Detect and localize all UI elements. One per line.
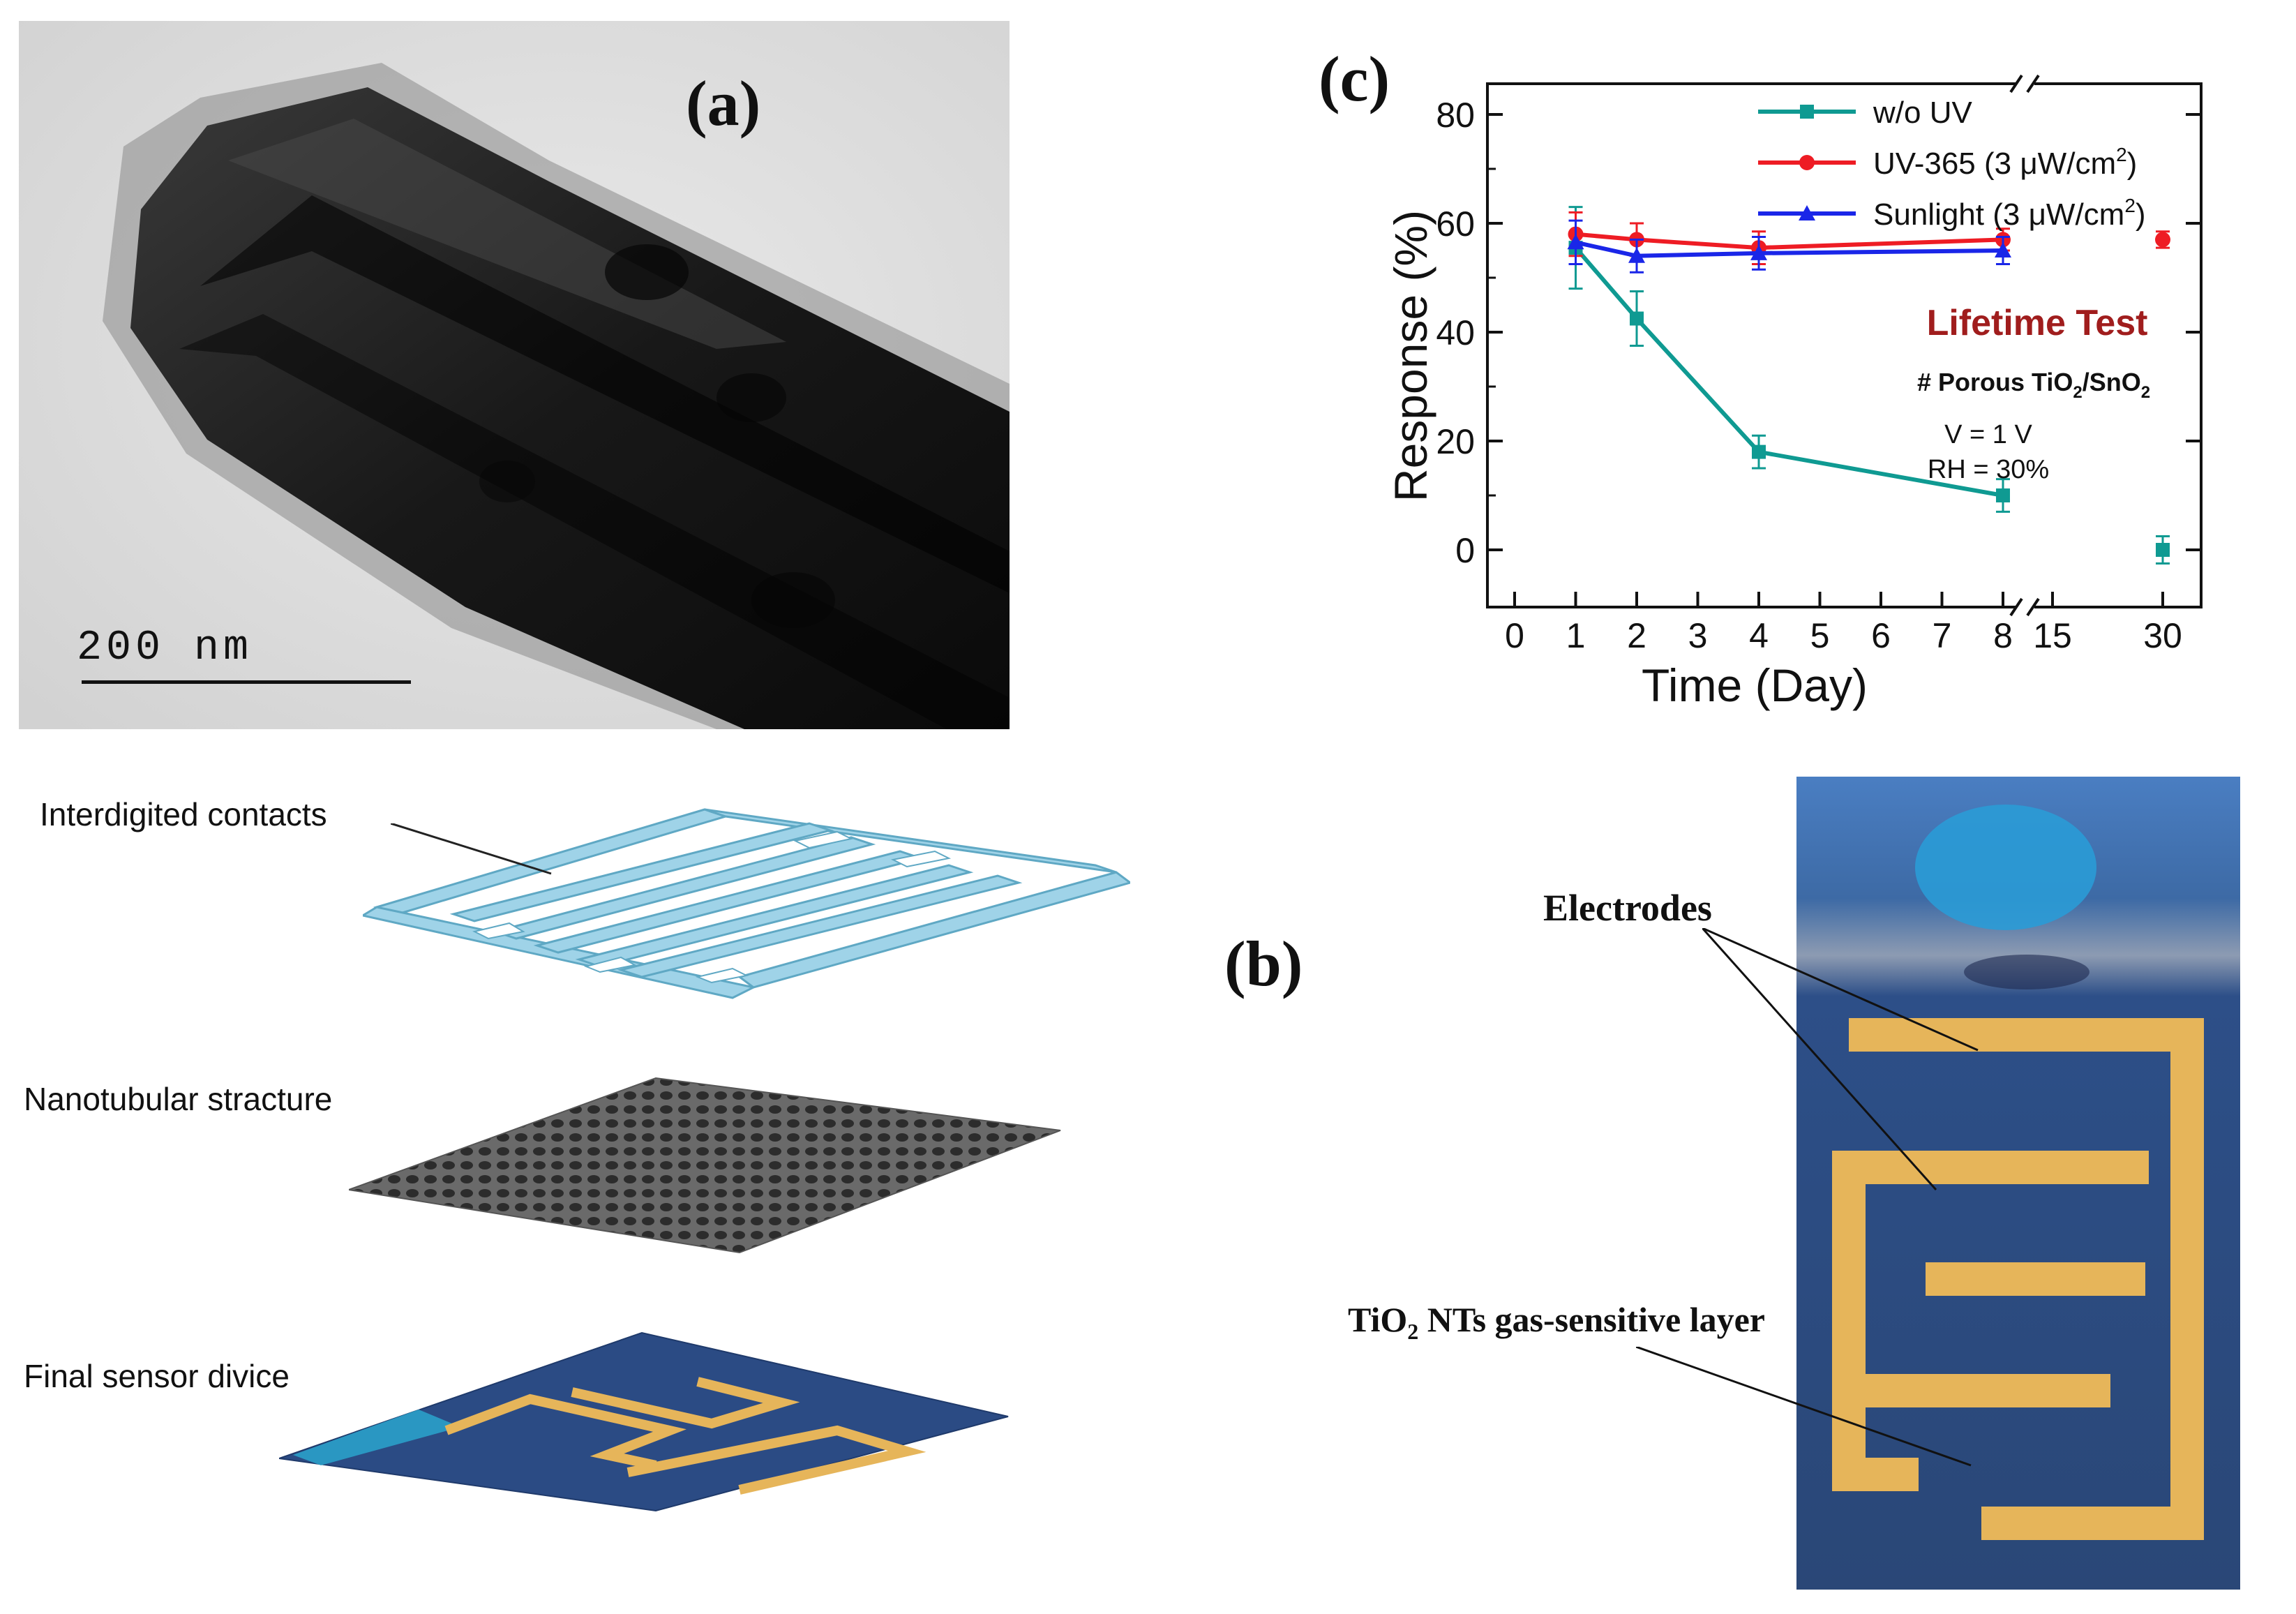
chart-axes bbox=[1486, 74, 2203, 617]
layer-label-final: Final sensor divice bbox=[24, 1358, 290, 1394]
humidity-annotation: RH = 30% bbox=[1928, 455, 2049, 484]
data-point bbox=[1750, 244, 1767, 260]
x-tick-label: 1 bbox=[1566, 616, 1586, 655]
legend-label: UV-365 (3 μW/cm2) bbox=[1873, 144, 2137, 181]
data-point bbox=[1995, 242, 2011, 257]
series-line bbox=[1575, 232, 2004, 251]
tem-image bbox=[19, 21, 1010, 729]
y-tick-label: 80 bbox=[1436, 96, 1475, 135]
legend-label: Sunlight (3 μW/cm2) bbox=[1873, 195, 2146, 232]
y-tick-label: 0 bbox=[1455, 531, 1475, 570]
data-point bbox=[1628, 247, 1645, 263]
legend-label: w/o UV bbox=[1873, 96, 1972, 130]
electrodes-leader-lines bbox=[1702, 928, 1979, 1190]
final-sensor-graphic bbox=[279, 1331, 1009, 1512]
tio2-prefix: TiO bbox=[1348, 1300, 1408, 1339]
data-point bbox=[1567, 234, 1584, 250]
legend-entry-1: UV-365 (3 μW/cm2) bbox=[1758, 144, 2137, 181]
series-line bbox=[1575, 240, 2004, 258]
legend-entry-2: Sunlight (3 μW/cm2) bbox=[1758, 195, 2146, 232]
x-tick-label: 5 bbox=[1810, 616, 1830, 655]
nanotubular-structure-graphic bbox=[349, 1077, 1061, 1254]
sensor-photo bbox=[1796, 777, 2240, 1590]
material-annotation: # Porous TiO2/SnO2 bbox=[1917, 368, 2150, 402]
lifetime-test-title: Lifetime Test bbox=[1927, 303, 2148, 343]
material-sub1: 2 bbox=[2073, 383, 2082, 402]
x-tick-label: 2 bbox=[1627, 616, 1646, 655]
legend-marker bbox=[1800, 105, 1814, 119]
legend-marker bbox=[1799, 155, 1815, 170]
lifetime-chart: 0 20 40 60 80 0 1 2 3 4 5 6 7 8 15 30 w/o UV UV-365 (3 μ… bbox=[1385, 74, 2203, 711]
y-axis-label: Response (%) bbox=[1385, 210, 1436, 502]
material-sub2: 2 bbox=[2141, 383, 2150, 402]
tio2-sub: 2 bbox=[1407, 1319, 1419, 1344]
data-point bbox=[2156, 543, 2170, 557]
legend-entry-0: w/o UV bbox=[1758, 96, 1972, 130]
y-tick-label: 60 bbox=[1436, 204, 1475, 244]
series-2 bbox=[1567, 219, 2011, 274]
panel-label-b: (b) bbox=[1224, 928, 1303, 999]
layer-label-contacts: Interdigited contacts bbox=[40, 796, 327, 832]
x-tick-label: 0 bbox=[1505, 616, 1524, 655]
x-tick-label: 15 bbox=[2033, 616, 2072, 655]
data-point bbox=[1752, 444, 1766, 459]
tio2-rest: NTs gas-sensitive layer bbox=[1418, 1300, 1765, 1339]
axis-break-mark bbox=[2009, 74, 2040, 94]
y-tick-label: 20 bbox=[1436, 422, 1475, 461]
x-tick-label: 3 bbox=[1688, 616, 1708, 655]
voltage-annotation: V = 1 V bbox=[1944, 420, 2032, 449]
y-tick-label: 40 bbox=[1436, 313, 1475, 352]
material-prefix: # Porous TiO bbox=[1917, 368, 2073, 396]
x-tick-label: 6 bbox=[1871, 616, 1891, 655]
data-point bbox=[1996, 488, 2010, 502]
chart-series bbox=[1567, 206, 2170, 565]
material-mid: /SnO bbox=[2083, 368, 2141, 396]
tem-image-graphic bbox=[19, 21, 1010, 729]
x-tick-label: 7 bbox=[1933, 616, 1952, 655]
axis-break-mark bbox=[2009, 597, 2040, 617]
chart-ticks: 0 20 40 60 80 0 1 2 3 4 5 6 7 8 15 30 bbox=[1436, 96, 2201, 655]
scale-bar-text: 200 nm bbox=[77, 625, 253, 672]
x-axis-label: Time (Day) bbox=[1642, 659, 1868, 711]
data-point bbox=[1630, 311, 1644, 326]
data-point bbox=[2155, 232, 2170, 248]
layer-label-nanotubular: Nanotubular stracture bbox=[24, 1081, 333, 1117]
series-line bbox=[1574, 246, 2004, 498]
plot-frame bbox=[1486, 82, 2203, 608]
x-tick-label: 8 bbox=[1993, 616, 2013, 655]
tio2-leader-line bbox=[1636, 1347, 1972, 1467]
interdigited-contacts-graphic bbox=[363, 808, 1130, 999]
x-tick-label: 4 bbox=[1749, 616, 1769, 655]
panel-label-a: (a) bbox=[686, 68, 761, 139]
panel-label-c: (c) bbox=[1319, 43, 1390, 114]
chart-legend: w/o UV UV-365 (3 μW/cm2) Sunlight (3 μW/cm… bbox=[1758, 96, 2146, 232]
tio2-layer-label: TiO2 NTs gas-sensitive layer bbox=[1348, 1299, 1765, 1345]
electrodes-label: Electrodes bbox=[1543, 887, 1712, 929]
x-tick-label: 30 bbox=[2143, 616, 2182, 655]
contacts-leader-line bbox=[391, 823, 552, 875]
legend-marker bbox=[1799, 205, 1815, 221]
